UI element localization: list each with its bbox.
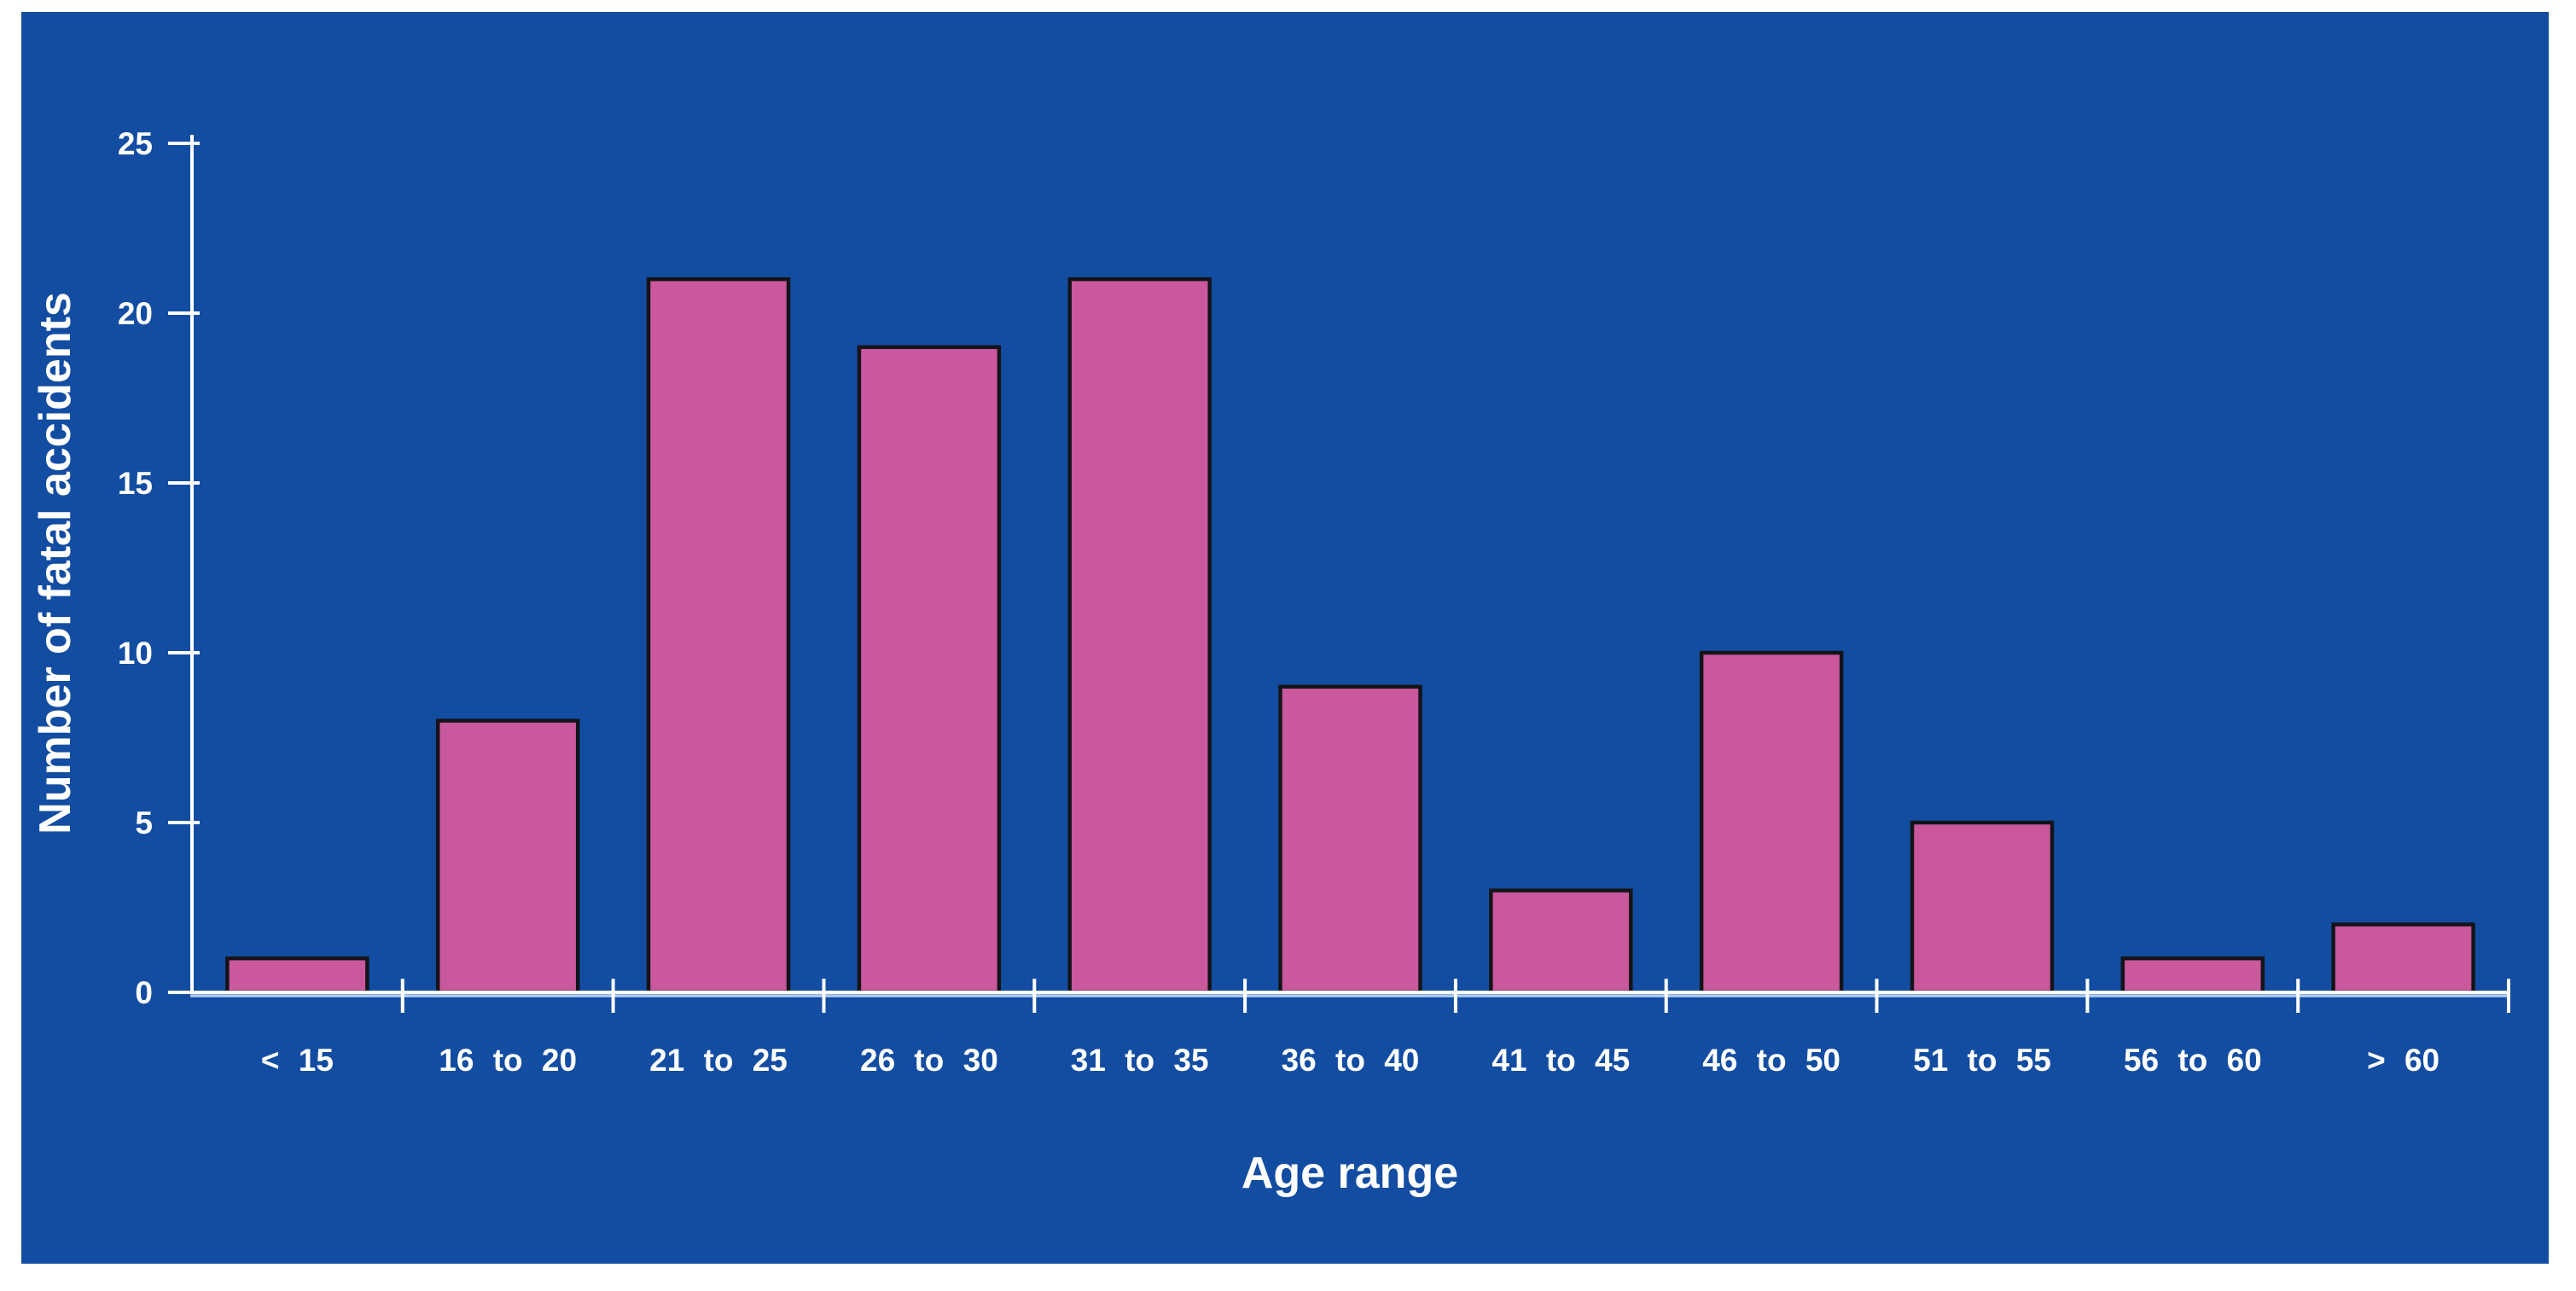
x-tick-label: 26 to 30	[860, 1043, 998, 1078]
chart-panel	[21, 12, 2549, 1264]
bar-16-to-20	[435, 718, 580, 995]
bar->-60	[2331, 922, 2475, 995]
bar-26-to-30	[857, 345, 1002, 995]
x-tick-label: 41 to 45	[1492, 1043, 1630, 1078]
bar-51-to-55	[1910, 820, 2055, 995]
bar-36-to-40	[1278, 684, 1422, 995]
x-tick-label: < 15	[261, 1043, 334, 1078]
x-tick-label: 36 to 40	[1282, 1043, 1420, 1078]
y-tick-label: 5	[135, 805, 153, 840]
y-tick-label: 0	[135, 975, 153, 1010]
x-tick-label: 46 to 50	[1702, 1043, 1840, 1078]
x-tick-label: > 60	[2367, 1043, 2439, 1078]
y-tick-label: 10	[118, 636, 153, 671]
y-tick-label: 15	[118, 466, 153, 501]
tick-labels-group: 0 5 10 15 20 25 < 15 16 to 20 21 to 25 26 to 30 31…	[118, 126, 2439, 1078]
bar-56-to-60	[2120, 956, 2265, 995]
bars-group	[225, 276, 2475, 995]
x-tick-label: 56 to 60	[2124, 1043, 2262, 1078]
y-axis-title: Number of fatal accidents	[31, 292, 80, 834]
x-tick-label: 31 to 35	[1071, 1043, 1209, 1078]
y-tick-label: 25	[118, 126, 153, 161]
x-tick-label: 21 to 25	[649, 1043, 788, 1078]
axes-group	[168, 135, 2510, 1013]
bar-46-to-50	[1699, 650, 1844, 995]
bar-31-to-35	[1067, 276, 1212, 995]
x-axis-title: Age range	[1241, 1149, 1458, 1198]
bar-<-15	[225, 956, 369, 995]
bar-41-to-45	[1489, 888, 1633, 995]
x-tick-label: 51 to 55	[1913, 1043, 2051, 1078]
bar-21-to-25	[646, 276, 791, 995]
y-tick-label: 20	[118, 296, 153, 331]
x-tick-label: 16 to 20	[439, 1043, 577, 1078]
